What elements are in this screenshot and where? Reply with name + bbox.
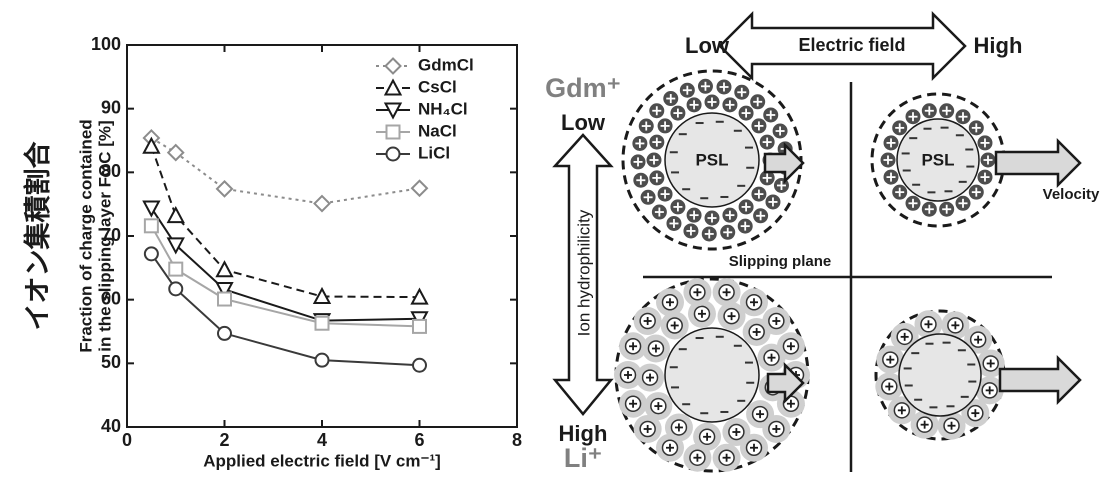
y-tick-label: 100 xyxy=(91,34,121,54)
y-tick-label: 70 xyxy=(101,225,121,245)
marker xyxy=(387,126,400,139)
x-tick-label: 8 xyxy=(512,430,522,450)
legend-label: NH₄Cl xyxy=(418,99,468,118)
legend-label: LiCl xyxy=(418,143,450,162)
legend-label: GdmCl xyxy=(418,55,474,74)
velocity-arrow xyxy=(1000,358,1080,402)
marker xyxy=(413,359,426,372)
marker xyxy=(315,196,330,211)
marker xyxy=(218,327,231,340)
y-label-ja: イオン集積割合 xyxy=(22,142,53,331)
y-tick-label: 90 xyxy=(101,97,121,117)
x-tick-label: 0 xyxy=(122,430,132,450)
field-high: High xyxy=(974,33,1023,58)
x-label: Applied electric field [V cm⁻¹] xyxy=(203,451,441,470)
marker xyxy=(316,317,329,330)
series-line xyxy=(151,226,419,327)
chart: イオン集積割合 Fraction of charge contained in … xyxy=(22,34,522,471)
legend-label: NaCl xyxy=(418,121,457,140)
hydro-high: High xyxy=(559,421,608,446)
marker xyxy=(386,59,401,74)
marker xyxy=(168,145,183,160)
particle-label: PSL xyxy=(695,150,728,169)
x-tick-label: 4 xyxy=(317,430,327,450)
marker xyxy=(316,354,329,367)
ion-top: Gdm⁺ xyxy=(545,73,621,103)
series-line xyxy=(151,138,419,204)
y-tick-label: 50 xyxy=(101,352,121,372)
marker xyxy=(169,282,182,295)
hydro-label: Ion hydrophilicity xyxy=(574,209,593,336)
marker xyxy=(168,208,183,222)
y-tick-label: 60 xyxy=(101,288,121,308)
y-tick-label: 80 xyxy=(101,161,121,181)
marker xyxy=(169,263,182,276)
marker xyxy=(145,247,158,260)
x-tick-label: 2 xyxy=(219,430,229,450)
velocity-arrow xyxy=(996,141,1080,185)
marker xyxy=(386,81,401,95)
marker xyxy=(413,320,426,333)
hydro-low: Low xyxy=(561,110,606,135)
particle-label: PSL xyxy=(921,150,954,169)
particle xyxy=(665,328,759,422)
diagram: Low Electric field High Ion hydrophilici… xyxy=(545,14,1100,473)
marker xyxy=(412,181,427,196)
velocity-label: Velocity xyxy=(1043,186,1100,203)
figure: イオン集積割合 Fraction of charge contained in … xyxy=(0,0,1113,477)
marker xyxy=(387,148,400,161)
slipping-plane-label: Slipping plane xyxy=(729,253,832,270)
marker xyxy=(144,201,159,215)
series-line xyxy=(151,146,419,297)
y-tick-label: 40 xyxy=(101,416,121,436)
x-tick-label: 6 xyxy=(414,430,424,450)
legend-label: CsCl xyxy=(418,77,457,96)
marker xyxy=(145,219,158,232)
marker xyxy=(217,262,232,276)
ions xyxy=(614,71,1080,472)
field-low: Low xyxy=(685,33,730,58)
particle xyxy=(899,334,981,416)
marker xyxy=(218,293,231,306)
marker xyxy=(217,181,232,196)
y-label: Fraction of charge contained xyxy=(76,119,95,352)
ion-bottom: Li⁺ xyxy=(564,443,602,473)
field-label: Electric field xyxy=(798,35,905,55)
